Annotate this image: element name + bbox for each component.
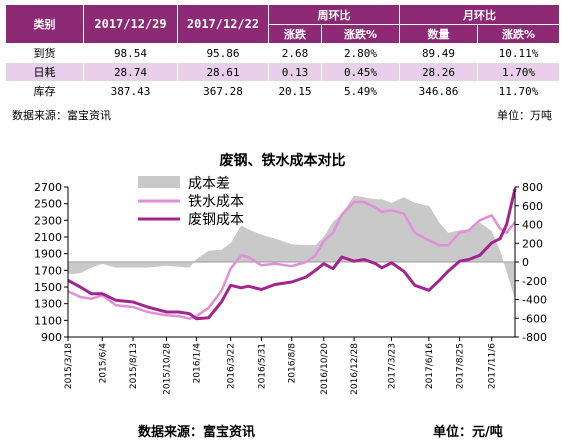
row-weekly-change: 0.13 (268, 62, 322, 82)
row-weekly-change: 2.68 (268, 43, 322, 63)
right-tick-label: 800 (522, 181, 543, 194)
right-tick-label: -200 (522, 275, 547, 288)
legend-label: 铁水成本 (188, 194, 244, 210)
header-monthly: 月环比 (399, 4, 560, 25)
x-tick-label: 2015/3/18 (64, 343, 74, 389)
right-tick-label: -600 (522, 312, 547, 325)
right-tick-label: -400 (522, 294, 547, 307)
header-weekly-pct: 涨跌% (321, 24, 400, 44)
left-tick-label: 2300 (34, 214, 62, 227)
header-category: 类别 (5, 4, 84, 44)
row-weekly-change: 20.15 (268, 81, 322, 101)
header-weekly: 周环比 (268, 4, 400, 25)
x-tick-label: 2015/6/4 (98, 343, 108, 384)
x-tick-label: 2016/12/28 (350, 343, 360, 395)
x-tick-label: 2017/3/23 (388, 343, 398, 389)
right-tick-label: -800 (522, 331, 547, 344)
row-weekly-pct: 2.80% (321, 43, 400, 63)
row-value-2: 95.86 (177, 43, 269, 63)
row-value-2: 367.28 (177, 81, 269, 101)
header-weekly-change: 涨跌 (268, 24, 322, 44)
data-table: 类别 2017/12/29 2017/12/22 周环比 月环比 涨跌 涨跌% … (5, 4, 560, 101)
table-header-row: 类别 2017/12/29 2017/12/22 周环比 月环比 (5, 4, 560, 44)
row-name: 到货 (5, 43, 84, 63)
left-tick-label: 1100 (34, 314, 62, 327)
left-tick-label: 2700 (34, 181, 62, 194)
row-monthly-pct: 10.11% (477, 43, 560, 63)
row-weekly-pct: 0.45% (321, 62, 400, 82)
header-monthly-qty: 数量 (399, 24, 478, 44)
table-subheader-row: 涨跌 涨跌% 数量 涨跌% (6, 24, 560, 44)
cost-diff-area-group (68, 195, 515, 300)
right-tick-label: 0 (522, 256, 529, 269)
x-tick-label: 2016/8/8 (288, 343, 298, 384)
legend-label: 废钢成本 (188, 212, 244, 228)
row-monthly-pct: 1.70% (477, 62, 560, 82)
cost-diff-area (68, 195, 515, 300)
row-monthly-pct: 11.70% (477, 81, 560, 101)
x-tick-label: 2016/1/4 (192, 343, 202, 384)
left-tick-label: 1500 (34, 281, 62, 294)
table-row: 库存 387.43 367.28 20.15 5.49% 346.86 11.7… (5, 81, 560, 101)
row-value-1: 28.74 (83, 62, 178, 82)
row-value-1: 387.43 (83, 81, 178, 101)
x-tick-label: 2017/6/16 (425, 343, 435, 389)
row-weekly-pct: 5.49% (321, 81, 400, 101)
x-tick-label: 2016/5/31 (257, 343, 267, 389)
x-tick-label: 2017/11/6 (488, 343, 498, 389)
left-tick-label: 2500 (34, 198, 62, 211)
table-row: 到货 98.54 95.86 2.68 2.80% 89.49 10.11% (5, 43, 560, 63)
x-tick-label: 2015/8/13 (129, 343, 139, 389)
scrap-cost-line (67, 188, 517, 321)
left-tick-label: 1900 (34, 248, 62, 261)
row-value-1: 98.54 (83, 43, 178, 63)
right-tick-label: 600 (522, 200, 543, 213)
table-row: 日耗 28.74 28.61 0.13 0.45% 28.26 1.70% (5, 62, 560, 82)
iron-cost-line (67, 200, 516, 320)
left-tick-label: 1700 (34, 264, 62, 277)
chart-lines (67, 188, 517, 321)
chart-source: 数据来源：富宝资讯 (138, 425, 256, 440)
x-tick-label: 2017/8/25 (456, 343, 466, 389)
chart-title: 废钢、铁水成本对比 (219, 153, 346, 169)
chart-unit: 单位：元/吨 (433, 425, 503, 440)
right-tick-label: 400 (522, 219, 543, 232)
table-source: 数据来源：富宝资讯 (12, 109, 111, 122)
left-tick-label: 900 (41, 331, 62, 344)
table-unit: 单位：万吨 (497, 109, 552, 122)
x-tick-label: 2015/10/28 (163, 343, 173, 395)
right-tick-label: 200 (522, 237, 543, 250)
x-tick-label: 2016/10/20 (320, 343, 330, 395)
x-tick-label: 2016/3/22 (227, 343, 237, 389)
chart-axes: 2700 2500 2300 2100 1900 1700 1500 1300 1100 900 8… (34, 181, 547, 395)
legend-label: 成本差 (188, 176, 230, 192)
left-tick-label: 2100 (34, 231, 62, 244)
left-tick-label: 1300 (34, 298, 62, 311)
legend-swatch-diff (138, 176, 180, 188)
table-source-row: 数据来源：富宝资讯 单位：万吨 (12, 107, 552, 123)
row-name: 库存 (5, 81, 84, 101)
row-value-2: 28.61 (177, 62, 269, 82)
